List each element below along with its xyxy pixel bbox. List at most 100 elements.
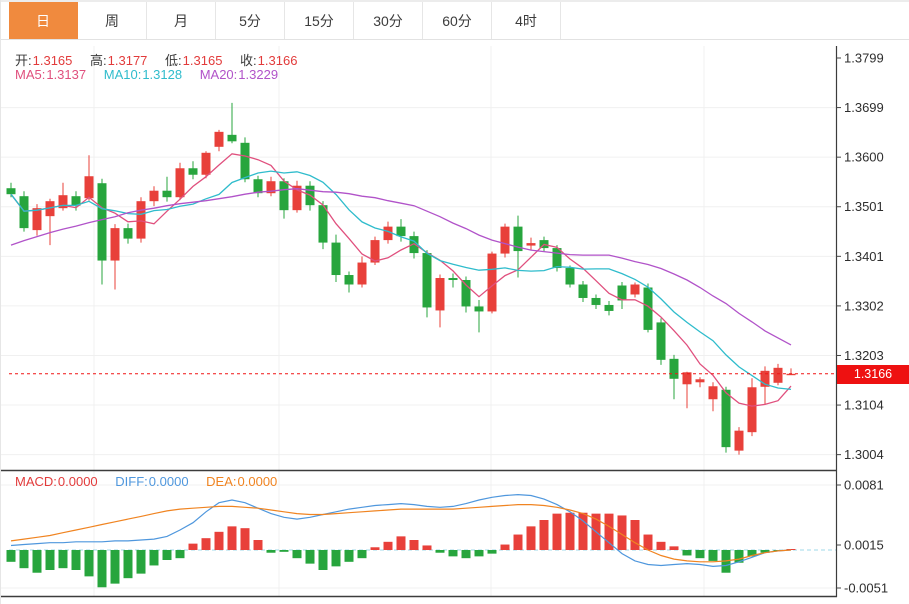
macd-axis-label: -0.0051: [844, 581, 888, 596]
macd-bar: [318, 550, 328, 570]
macd-bar: [448, 550, 458, 557]
candle-body: [266, 181, 276, 194]
candle-body: [630, 284, 640, 295]
macd-bar: [175, 550, 185, 559]
macd-bar: [32, 550, 42, 573]
macd-value: 0.0000: [57, 474, 98, 489]
candle-body: [604, 304, 614, 311]
tab-label: 日: [36, 12, 50, 29]
candle-body: [136, 201, 146, 239]
macd-bar: [669, 546, 679, 550]
candle-body: [760, 370, 770, 387]
diff-label: DIFF:: [115, 474, 148, 489]
candle-body: [578, 284, 588, 298]
macd-bar: [435, 550, 445, 553]
candle-body: [565, 268, 575, 285]
dea-line: [10, 504, 792, 563]
macd-bar: [97, 550, 107, 588]
candle-body: [526, 243, 536, 246]
candle-body: [32, 208, 42, 231]
candle-body: [656, 322, 666, 360]
candle-body: [435, 278, 445, 311]
candle-body: [240, 142, 250, 180]
macd-bar: [227, 526, 237, 550]
candle-body: [110, 228, 120, 261]
macd-axis-label: 0.0081: [844, 478, 884, 493]
tab-5min[interactable]: 5分: [216, 2, 285, 39]
candle-body: [617, 285, 627, 301]
candle-body: [409, 236, 419, 254]
candle-body: [357, 262, 367, 285]
candle-body: [175, 168, 185, 198]
candle-body: [474, 306, 484, 312]
candle-body: [682, 372, 692, 385]
candle-body: [500, 226, 510, 254]
y-axis-label: 1.3104: [844, 398, 884, 413]
dea-value: 0.0000: [237, 474, 278, 489]
tab-day[interactable]: 日: [9, 2, 78, 39]
y-axis-label: 1.3501: [844, 199, 884, 214]
macd-bar: [279, 550, 289, 552]
interval-tabbar: 日 周 月 5分 15分 30分 60分 4时: [1, 0, 909, 40]
macd-bar: [786, 549, 796, 550]
candle-body: [97, 183, 107, 261]
macd-bar: [734, 550, 744, 563]
macd-bar: [539, 520, 549, 550]
ma10-label: MA10:: [103, 67, 142, 82]
candle-body: [123, 228, 133, 239]
macd-bar: [760, 550, 770, 553]
macd-bar: [747, 550, 757, 557]
macd-bar: [266, 550, 276, 553]
y-axis-label: 1.3302: [844, 298, 884, 313]
tab-4hour[interactable]: 4时: [492, 2, 561, 39]
macd-bar: [487, 550, 497, 554]
open-label: 开:: [15, 53, 32, 68]
tab-label: 15分: [304, 12, 334, 29]
macd-bar: [565, 512, 575, 550]
current-price-badge: 1.3166: [837, 365, 909, 384]
macd-bar: [123, 550, 133, 579]
ma5-label: MA5:: [15, 67, 46, 82]
macd-bar: [396, 536, 406, 550]
candle-body: [773, 367, 783, 383]
candle-body: [84, 176, 94, 199]
candle-body: [643, 287, 653, 330]
macd-bar: [422, 545, 432, 550]
dea-label: DEA:: [206, 474, 237, 489]
macd-bar: [240, 528, 250, 550]
tab-15min[interactable]: 15分: [285, 2, 354, 39]
macd-bar: [474, 550, 484, 557]
tab-week[interactable]: 周: [78, 2, 147, 39]
candle-body: [227, 134, 237, 142]
candle-body: [487, 253, 497, 312]
macd-bar: [630, 520, 640, 550]
candle-body: [708, 386, 718, 400]
candle-body: [214, 131, 224, 147]
macd-bar: [708, 550, 718, 561]
low-value: 1.3165: [182, 53, 223, 68]
macd-bar: [253, 540, 263, 550]
macd-label: MACD:: [15, 474, 57, 489]
tab-30min[interactable]: 30分: [354, 2, 423, 39]
tab-60min[interactable]: 60分: [423, 2, 492, 39]
ma10-value: 1.3128: [142, 67, 183, 82]
macd-bar: [656, 541, 666, 550]
candle-body: [734, 430, 744, 451]
macd-bar: [643, 534, 653, 550]
ohlc-readout: 开:1.3165 高:1.3177 低:1.3165 收:1.3166: [15, 50, 311, 69]
open-value: 1.3165: [32, 53, 73, 68]
macd-bar: [357, 550, 367, 559]
macd-bar: [695, 550, 705, 559]
candle-body: [292, 185, 302, 211]
macd-bar: [58, 550, 68, 569]
candle-body: [591, 297, 601, 305]
tab-month[interactable]: 月: [147, 2, 216, 39]
macd-bar: [682, 550, 692, 556]
high-value: 1.3177: [107, 53, 148, 68]
ma5-line: [10, 153, 792, 407]
macd-bar: [71, 550, 81, 570]
y-axis-label: 1.3799: [844, 51, 884, 66]
ma20-line: [10, 188, 792, 346]
